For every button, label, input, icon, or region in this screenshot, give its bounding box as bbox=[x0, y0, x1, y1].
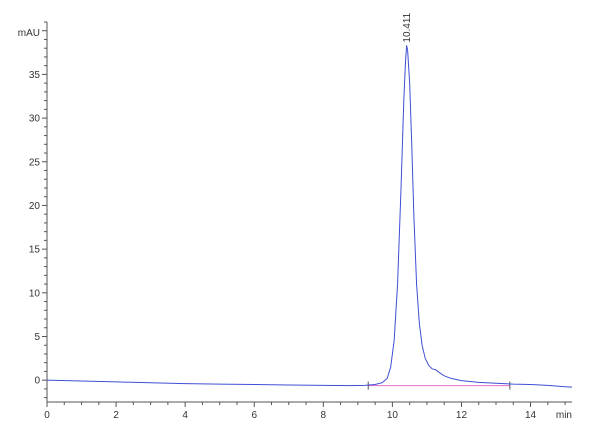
y-tick-label: 30 bbox=[29, 114, 41, 125]
x-tick-label: 10 bbox=[387, 410, 399, 421]
peak-retention-label: 10.411 bbox=[402, 12, 413, 42]
signal-trace bbox=[46, 45, 573, 388]
y-axis-unit: mAU bbox=[18, 28, 40, 39]
x-axis-unit: min bbox=[556, 410, 572, 421]
x-tick-label: 4 bbox=[182, 410, 188, 421]
x-tick-label: 8 bbox=[321, 410, 327, 421]
x-tick-label: 12 bbox=[456, 410, 468, 421]
y-tick-label: 20 bbox=[29, 201, 41, 212]
y-tick-label: 15 bbox=[29, 245, 41, 256]
x-tick-label: 6 bbox=[251, 410, 257, 421]
y-tick-label: 25 bbox=[29, 157, 41, 168]
axes: 0 5 10 15 20 25 30 35 mAU 0 2 4 6 8 10 12 14 min bbox=[18, 21, 572, 421]
y-tick-label: 0 bbox=[34, 376, 40, 387]
plot-marks: 10.411 bbox=[46, 12, 573, 390]
y-tick-label: 10 bbox=[29, 288, 41, 299]
x-tick-label: 2 bbox=[113, 410, 119, 421]
y-tick-label: 5 bbox=[34, 332, 40, 343]
x-tick-label: 14 bbox=[525, 410, 537, 421]
x-tick-label: 0 bbox=[44, 410, 50, 421]
y-tick-label: 35 bbox=[29, 70, 41, 81]
